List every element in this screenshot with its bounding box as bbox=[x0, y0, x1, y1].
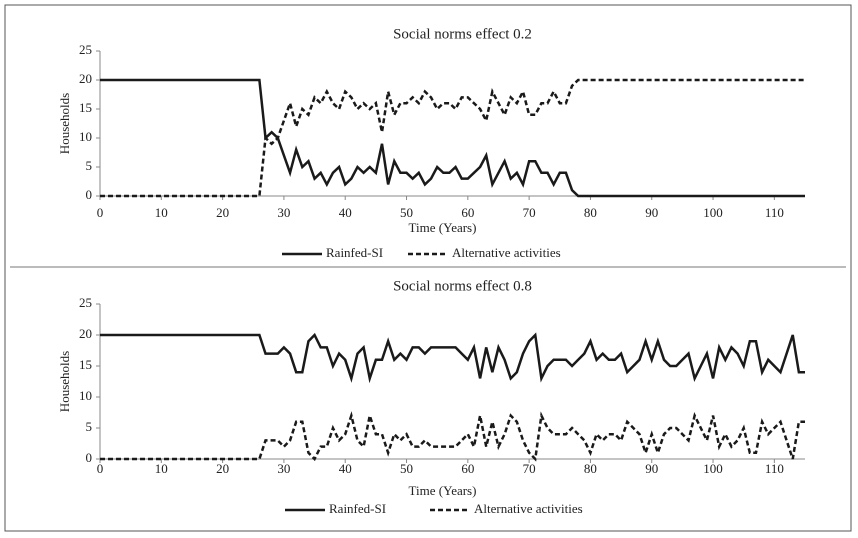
y-tick-label: 10 bbox=[79, 129, 92, 144]
x-tick-label: 50 bbox=[400, 461, 413, 476]
series-line bbox=[100, 78, 805, 198]
legend-label: Rainfed-SI bbox=[326, 245, 383, 260]
x-tick-label: 20 bbox=[216, 461, 229, 476]
chart-title: Social norms effect 0.2 bbox=[393, 26, 532, 42]
y-tick-label: 25 bbox=[79, 295, 92, 310]
x-tick-label: 110 bbox=[765, 461, 784, 476]
x-tick-label: 30 bbox=[277, 205, 290, 220]
y-tick-label: 5 bbox=[86, 419, 93, 434]
x-tick-label: 70 bbox=[523, 461, 536, 476]
y-tick-label: 25 bbox=[79, 42, 92, 57]
x-axis-label: Time (Years) bbox=[409, 483, 477, 498]
x-tick-label: 80 bbox=[584, 205, 597, 220]
legend-label: Alternative activities bbox=[452, 245, 561, 260]
x-tick-label: 0 bbox=[97, 205, 104, 220]
x-tick-label: 10 bbox=[155, 461, 168, 476]
x-tick-label: 110 bbox=[765, 205, 784, 220]
x-tick-label: 30 bbox=[277, 461, 290, 476]
x-axis-label: Time (Years) bbox=[409, 220, 477, 235]
y-tick-label: 15 bbox=[79, 357, 92, 372]
x-tick-label: 70 bbox=[523, 205, 536, 220]
x-tick-label: 40 bbox=[339, 461, 352, 476]
series-line bbox=[100, 78, 805, 198]
y-tick-label: 20 bbox=[79, 71, 92, 86]
y-tick-label: 15 bbox=[79, 100, 92, 115]
x-tick-label: 60 bbox=[461, 205, 474, 220]
chart-title: Social norms effect 0.8 bbox=[393, 278, 532, 294]
x-tick-label: 90 bbox=[645, 461, 658, 476]
x-tick-label: 20 bbox=[216, 205, 229, 220]
y-axis-label: Households bbox=[57, 93, 72, 154]
y-tick-label: 0 bbox=[86, 187, 93, 202]
y-tick-label: 10 bbox=[79, 388, 92, 403]
series-line bbox=[100, 410, 805, 462]
legend-label: Rainfed-SI bbox=[329, 501, 386, 516]
x-tick-label: 10 bbox=[155, 205, 168, 220]
y-axis-label: Households bbox=[57, 351, 72, 412]
x-tick-label: 80 bbox=[584, 461, 597, 476]
x-tick-label: 90 bbox=[645, 205, 658, 220]
x-tick-label: 50 bbox=[400, 205, 413, 220]
x-tick-label: 40 bbox=[339, 205, 352, 220]
x-tick-label: 60 bbox=[461, 461, 474, 476]
x-tick-label: 100 bbox=[703, 461, 723, 476]
x-tick-label: 0 bbox=[97, 461, 104, 476]
y-tick-label: 20 bbox=[79, 326, 92, 341]
frame bbox=[4, 4, 852, 532]
x-tick-label: 100 bbox=[703, 205, 723, 220]
legend-label: Alternative activities bbox=[474, 501, 583, 516]
y-tick-label: 0 bbox=[86, 450, 93, 465]
series-line bbox=[100, 332, 805, 384]
y-tick-label: 5 bbox=[86, 158, 93, 173]
